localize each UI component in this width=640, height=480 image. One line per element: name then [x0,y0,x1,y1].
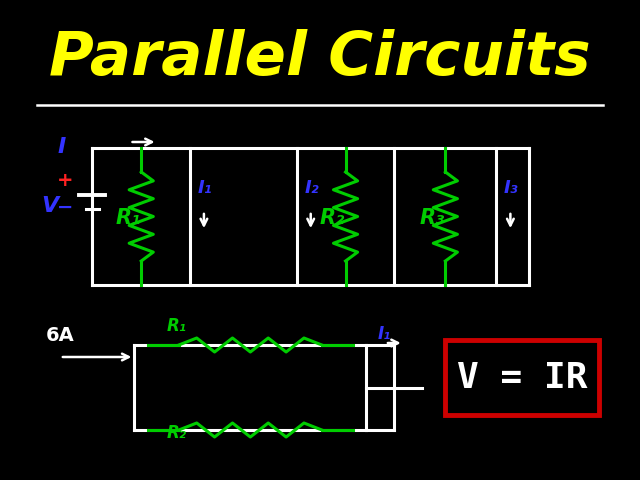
Text: Parallel Circuits: Parallel Circuits [49,28,591,87]
Text: I₂: I₂ [304,179,319,197]
Bar [445,340,598,415]
Text: R₂: R₂ [167,424,187,442]
Text: I₁: I₁ [378,325,391,343]
Text: −: − [57,197,74,216]
Text: R₂: R₂ [319,208,345,228]
Text: I₃: I₃ [504,179,518,197]
Text: R₃: R₃ [419,208,445,228]
Text: 6A: 6A [46,326,75,345]
Text: V = IR: V = IR [457,360,588,395]
Text: V: V [42,195,59,216]
Text: I₁: I₁ [197,179,212,197]
Text: +: + [57,171,74,191]
Text: I: I [57,137,65,157]
Text: R₁: R₁ [115,208,140,228]
Text: R₁: R₁ [167,317,187,335]
